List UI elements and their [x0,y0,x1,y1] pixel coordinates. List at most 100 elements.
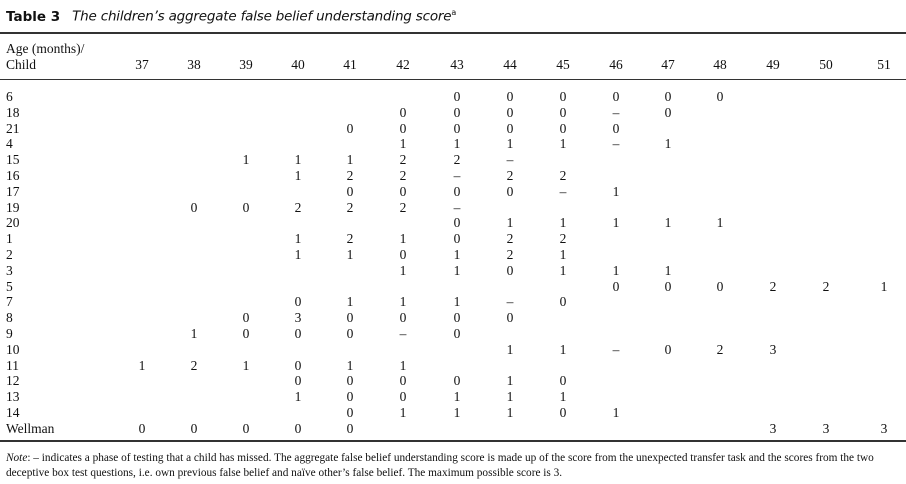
score-cell: 0 [453,310,461,326]
column-header: 45 [556,57,570,72]
score-cell: 1 [559,341,567,357]
score-cell: 1 [506,389,514,405]
score-cell: 2 [506,168,514,183]
score-cell: 0 [399,389,407,405]
score-cell: 1 [612,183,620,199]
score-cell: 1 [294,231,302,247]
score-cell: 0 [453,326,461,341]
header-rule [0,79,906,80]
column-header: 42 [396,57,410,72]
score-cell: 0 [346,373,354,389]
row-child-label: 12 [6,373,20,389]
row-child-label: 16 [6,168,20,183]
row-child-label: 17 [6,183,20,199]
score-cell: 0 [242,420,250,436]
score-cell: 1 [346,152,354,168]
column-header: 39 [239,57,253,72]
top-rule [0,32,906,34]
column-header: 38 [187,57,201,72]
row-child-label: 7 [6,294,13,310]
score-cell: 0 [346,310,354,326]
table-label: Table 3 [6,8,61,25]
note-label: Note [6,452,28,464]
score-cell: 0 [399,183,407,199]
score-cell: 2 [399,199,407,215]
score-cell: 1 [559,262,567,278]
row-child-label: 10 [6,341,20,357]
column-header: 46 [609,57,623,72]
score-cell: 0 [453,183,461,199]
score-cell: 0 [664,278,672,294]
score-cell: 1 [346,357,354,373]
row-child-label: 11 [6,357,19,373]
score-cell: 1 [399,357,407,373]
row-child-label: Wellman [6,420,55,436]
row-child-label: 13 [6,389,20,405]
row-child-label: 3 [6,262,13,278]
score-cell: 2 [559,231,567,247]
score-cell: 1 [399,294,407,310]
row-child-label: 15 [6,152,20,168]
column-header: 47 [661,57,675,72]
score-cell: 0 [346,120,354,136]
score-cell: 0 [294,420,302,436]
score-cell: 0 [664,341,672,357]
score-cell: 1 [612,215,620,231]
score-cell: 1 [453,405,461,420]
score-cell: 3 [880,420,888,436]
score-cell: 1 [664,136,672,152]
score-cell: 0 [559,373,567,389]
score-cell: 2 [294,199,302,215]
score-cell: 1 [559,136,567,152]
score-cell: 1 [346,294,354,310]
score-cell: 0 [559,405,567,420]
score-cell: 0 [506,183,514,199]
score-cell: 2 [399,152,407,168]
score-cell: 1 [242,152,250,168]
score-cell: 0 [346,420,354,436]
score-cell: 0 [453,89,461,104]
score-cell: 1 [506,215,514,231]
row-child-label: 14 [6,405,20,420]
score-cell: 3 [294,310,302,326]
score-cell: 1 [506,341,514,357]
score-cell: 1 [559,215,567,231]
score-cell: 2 [506,231,514,247]
score-cell: 1 [399,136,407,152]
score-cell: – [453,199,461,215]
table-title: Table 3 The children’s aggregate false be… [6,8,456,25]
score-cell: 0 [506,310,514,326]
score-cell: 1 [664,262,672,278]
score-cell: 1 [559,247,567,262]
column-header: 50 [819,57,833,72]
score-cell: 3 [822,420,830,436]
score-cell: 1 [399,262,407,278]
score-cell: 2 [190,357,198,373]
column-header: 40 [291,57,305,72]
score-cell: 1 [453,294,461,310]
score-cell: 1 [399,231,407,247]
score-cell: 0 [453,104,461,120]
score-cell: 0 [294,357,302,373]
column-header: 49 [766,57,780,72]
score-cell: 2 [506,247,514,262]
score-cell: 0 [716,278,724,294]
score-cell: 0 [346,326,354,341]
score-cell: 1 [453,262,461,278]
score-cell: 0 [559,294,567,310]
score-cell: 1 [612,262,620,278]
column-header: 37 [135,57,149,72]
score-cell: 0 [294,326,302,341]
score-cell: – [612,104,620,120]
score-cell: 0 [664,104,672,120]
score-cell: 0 [612,278,620,294]
header-child-label: Child [6,57,37,72]
header-age-label: Age (months)/ [6,41,85,56]
score-cell: 1 [612,405,620,420]
score-cell: 0 [453,373,461,389]
column-header: 43 [450,57,464,72]
score-cell: 3 [769,341,777,357]
score-cell: 0 [506,89,514,104]
score-cell: 2 [399,168,407,183]
score-cell: 1 [242,357,250,373]
